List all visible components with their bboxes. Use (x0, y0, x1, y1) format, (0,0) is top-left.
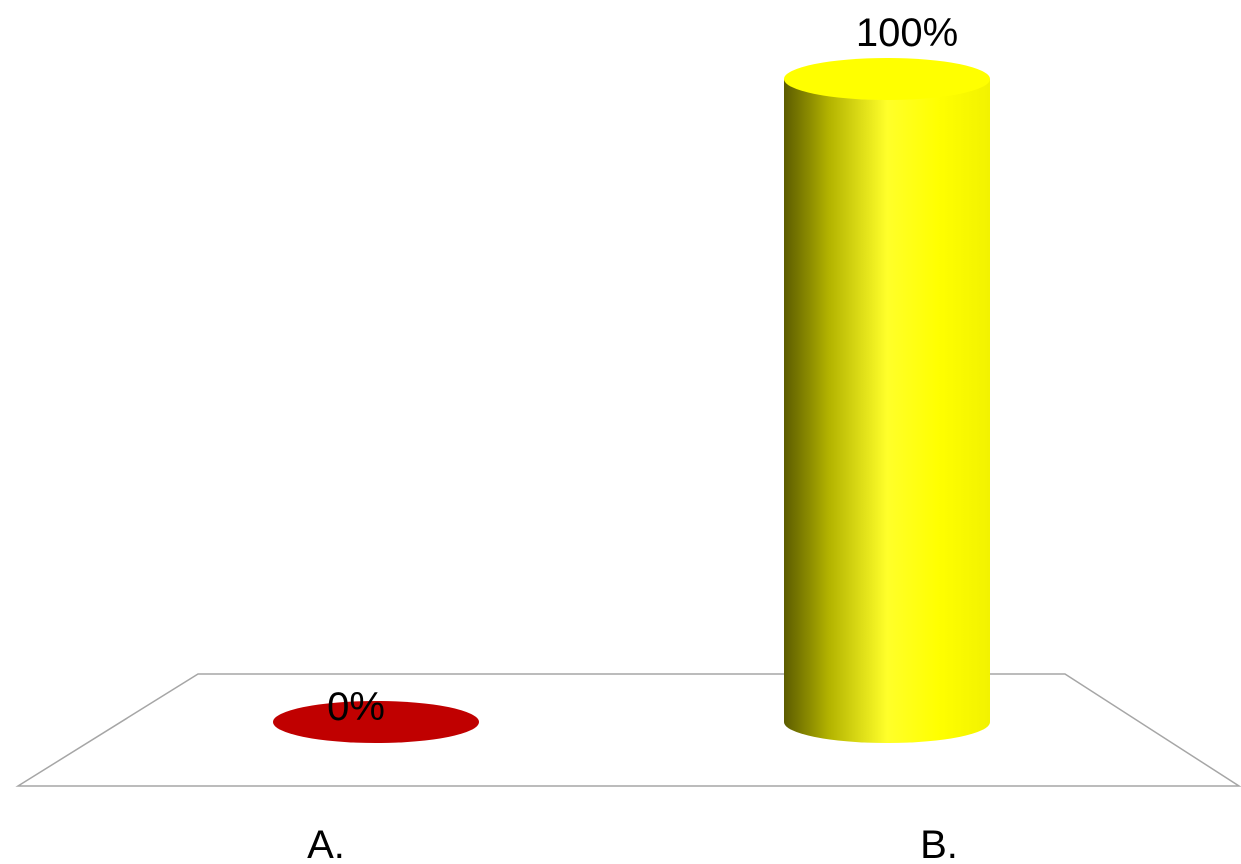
data-label: 100% (856, 11, 958, 55)
category-label: B. (920, 823, 958, 864)
bar-body (784, 79, 990, 743)
chart-floor (15, 673, 1241, 787)
category-label: A. (307, 823, 345, 864)
bar-b (784, 58, 990, 743)
bar-base-disc (273, 701, 479, 743)
bar-top-cap (784, 58, 990, 100)
bar-a (273, 701, 479, 743)
data-label: 0% (327, 685, 385, 729)
